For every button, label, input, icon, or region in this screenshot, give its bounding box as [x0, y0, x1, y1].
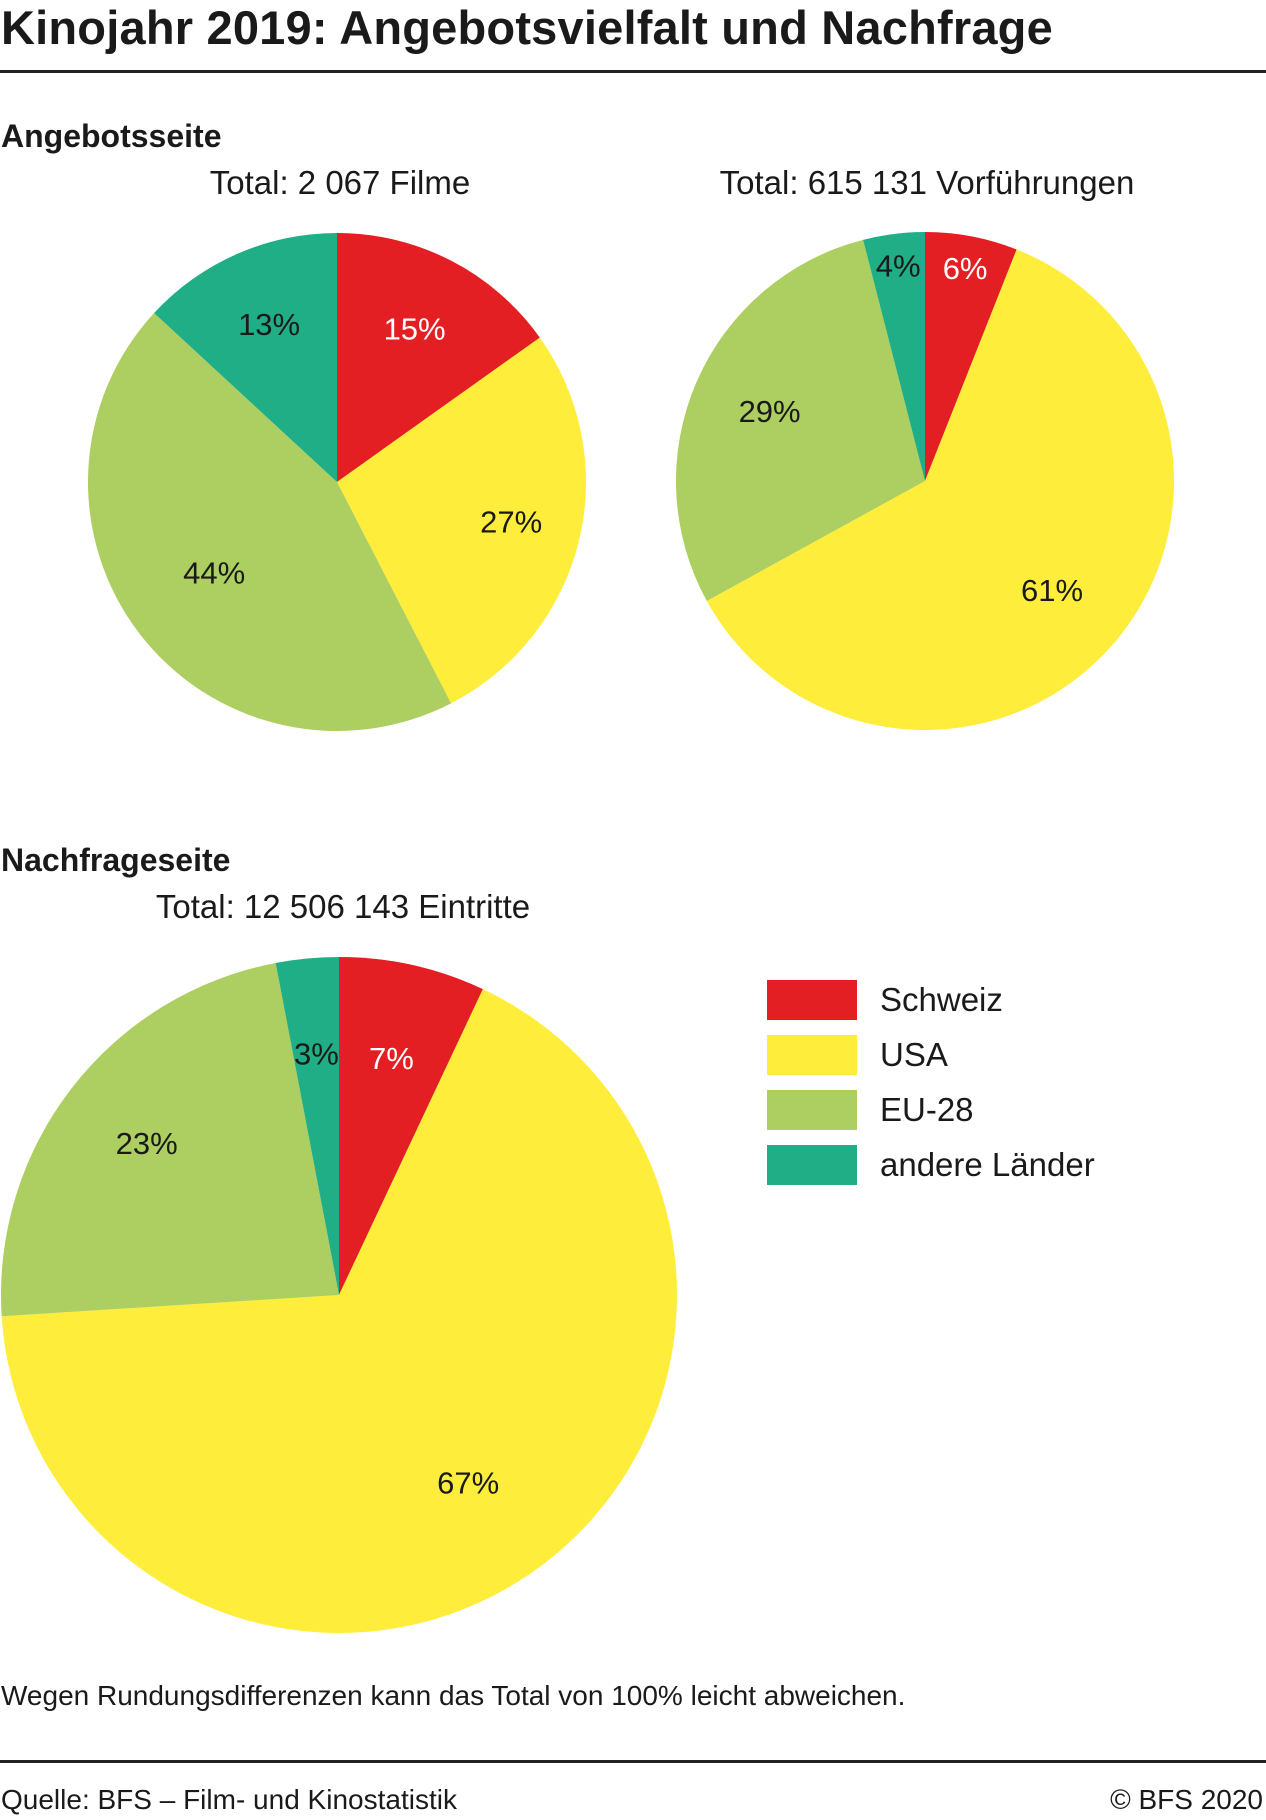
data-label-andere-laender: 13% [238, 307, 300, 342]
data-label-schweiz: 6% [943, 251, 988, 286]
data-label-andere-laender: 4% [876, 249, 921, 284]
legend-item-eu28: EU-28 [767, 1082, 1095, 1137]
pie-slice-usa [337, 337, 586, 704]
legend-label: andere Länder [880, 1145, 1095, 1183]
pie-title-screenings: Total: 615 131 Vorführungen [719, 164, 1135, 201]
top-divider [0, 70, 1266, 73]
data-label-usa: 67% [437, 1465, 499, 1500]
pie-slice-schweiz [925, 232, 1017, 481]
source-text: Quelle: BFS – Film- und Kinostatistik [1, 1784, 457, 1815]
pie-slice-andere-laender [154, 232, 337, 482]
legend-swatch-usa [767, 1034, 857, 1075]
pie-title-films: Total: 2 067 Filme [209, 164, 471, 201]
legend-item-usa: USA [767, 1027, 1095, 1082]
rounding-note: Wegen Rundungsdifferenzen kann das Total… [1, 1680, 906, 1711]
section-heading-demand: Nachfrageseite [1, 842, 231, 878]
data-label-andere-laender: 3% [294, 1036, 339, 1071]
legend-swatch-eu28 [767, 1089, 857, 1130]
data-label-eu-28: 23% [116, 1126, 178, 1161]
legend-label: EU-28 [880, 1090, 974, 1128]
section-heading-supply: Angebotsseite [1, 118, 222, 154]
legend-label: USA [880, 1035, 948, 1073]
legend-item-schweiz: Schweiz [767, 972, 1095, 1027]
pie-screenings: 6% 61% 29% 4% [675, 232, 1175, 731]
data-label-schweiz: 7% [369, 1041, 414, 1076]
data-label-schweiz: 15% [384, 312, 446, 347]
pie-slice-eu-28 [88, 313, 452, 731]
pie-slice-eu-28 [675, 239, 925, 601]
pie-films: 15% 27% 44% 13% [88, 232, 586, 731]
data-label-usa: 61% [1021, 573, 1083, 608]
legend-swatch-andere [767, 1144, 857, 1185]
pie-slice-usa [706, 249, 1175, 731]
data-label-eu-28: 44% [183, 556, 245, 591]
pie-slice-andere-laender [863, 232, 925, 481]
legend-swatch-schweiz [767, 979, 857, 1020]
pie-admissions: 7% 67% 23% 3% [1, 957, 678, 1634]
pie-slice-schweiz [337, 233, 540, 482]
pie-title-admissions: Total: 12 506 143 Eintritte [155, 888, 531, 925]
legend-label: Schweiz [880, 980, 1003, 1018]
pie-slice-schweiz [339, 957, 483, 1295]
legend-item-andere: andere Länder [767, 1137, 1095, 1192]
data-label-eu-28: 29% [739, 394, 801, 429]
legend: Schweiz USA EU-28 andere Länder [767, 972, 1095, 1192]
pie-slice-andere-laender [275, 957, 339, 1295]
pie-slice-eu-28 [1, 962, 340, 1317]
data-label-usa: 27% [480, 504, 542, 539]
pie-slice-usa [1, 989, 678, 1634]
chart-title: Kinojahr 2019: Angebotsvielfalt und Nach… [1, 1, 1053, 54]
bottom-divider [0, 1760, 1266, 1763]
copyright-text: © BFS 2020 [1110, 1784, 1263, 1815]
